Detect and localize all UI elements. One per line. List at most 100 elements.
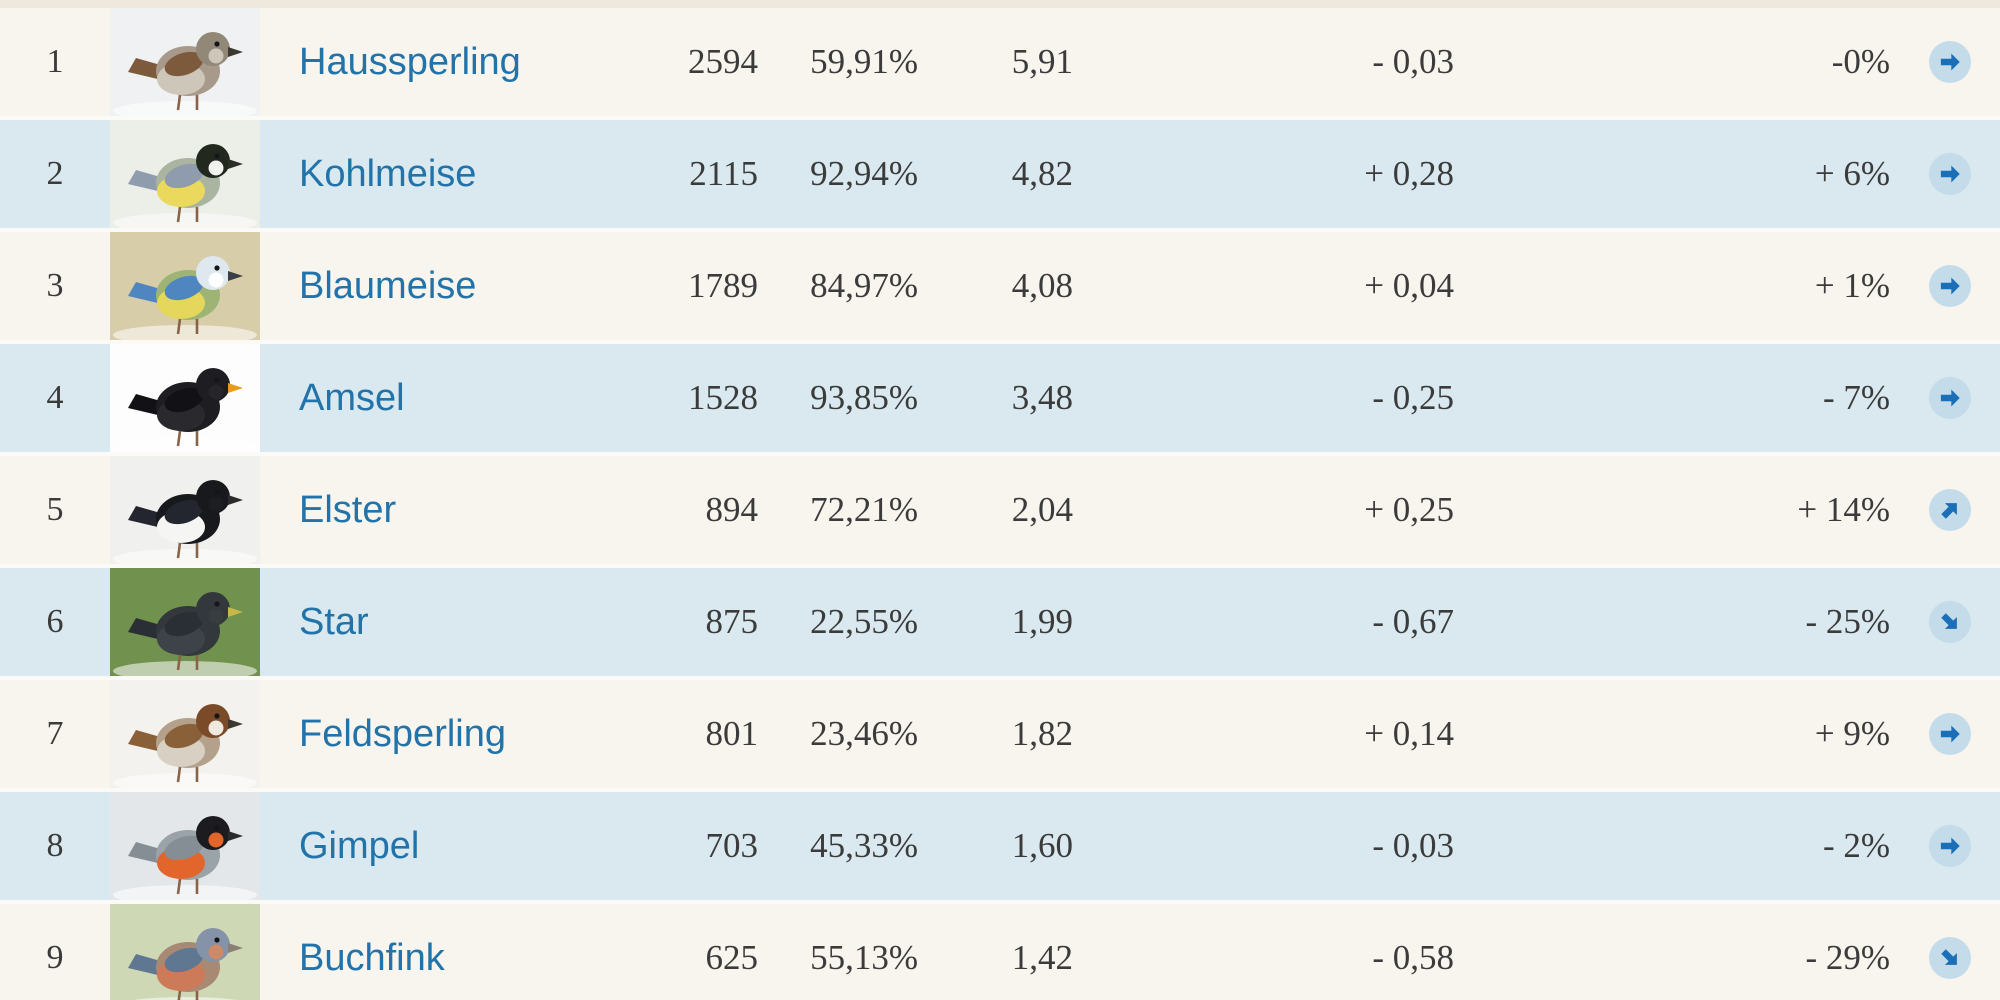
arrow-right-icon (1940, 389, 1960, 407)
rank-label: 9 (46, 939, 64, 976)
trend-icon (1929, 825, 1971, 867)
bird-name-link[interactable]: Haussperling (299, 40, 521, 83)
trend-icon (1929, 41, 1971, 83)
bird-photo[interactable] (110, 8, 265, 116)
count-value: 703 (705, 826, 759, 865)
bird-name-link[interactable]: Buchfink (299, 936, 445, 979)
table-row: 1 Haussperling 2594 59,91% 5,91 - 0,03 (0, 8, 2000, 116)
per-garden-value: 4,08 (1011, 266, 1073, 305)
bird-image-icon (110, 792, 260, 900)
share-percent-value: 72,21% (810, 490, 918, 529)
per-garden-value: 4,82 (1011, 154, 1073, 193)
change-value: - 0,25 (1372, 378, 1454, 417)
bird-name-link[interactable]: Kohlmeise (299, 152, 477, 195)
share-percent-value: 93,85% (810, 378, 918, 417)
change-value: - 0,03 (1372, 826, 1454, 865)
bird-name-link[interactable]: Blaumeise (299, 264, 477, 307)
count-value: 2594 (688, 42, 758, 81)
rank-label: 7 (46, 715, 64, 752)
bird-image-icon (110, 232, 260, 340)
bird-image-icon (110, 8, 260, 116)
rank-label: 3 (46, 267, 64, 304)
per-garden-value: 1,99 (1011, 602, 1073, 641)
trend-icon (1929, 153, 1971, 195)
bird-name-link[interactable]: Feldsperling (299, 712, 506, 755)
bird-name-link[interactable]: Star (299, 600, 369, 643)
share-percent-value: 59,91% (810, 42, 918, 81)
trend-icon-cell (1900, 41, 2000, 83)
change-value: - 0,58 (1372, 938, 1454, 977)
change-value: + 0,14 (1364, 714, 1454, 753)
bird-image-icon (110, 680, 260, 788)
bird-photo[interactable] (110, 904, 265, 1000)
bird-photo[interactable] (110, 344, 265, 452)
trend-icon-cell (1900, 601, 2000, 643)
rank-label: 8 (46, 827, 64, 864)
table-row: 3 Blaumeise 1789 84,97% 4,08 + 0,04 + (0, 232, 2000, 340)
trend-icon (1929, 489, 1971, 531)
count-value: 875 (705, 602, 759, 641)
trend-icon (1929, 377, 1971, 419)
share-percent-value: 55,13% (810, 938, 918, 977)
share-percent-value: 45,33% (810, 826, 918, 865)
rank-label: 5 (46, 491, 64, 528)
change-percent-value: - 2% (1822, 826, 1890, 865)
count-value: 1789 (688, 266, 758, 305)
trend-icon-cell (1900, 825, 2000, 867)
share-percent-value: 23,46% (810, 714, 918, 753)
arrow-right-icon (1940, 165, 1960, 183)
bird-photo[interactable] (110, 456, 265, 564)
arrow-down-right-icon (1941, 613, 1957, 629)
change-value: + 0,25 (1364, 490, 1454, 529)
trend-icon (1929, 601, 1971, 643)
bird-image-icon (110, 456, 260, 564)
trend-icon-cell (1900, 265, 2000, 307)
trend-icon-cell (1900, 713, 2000, 755)
change-value: + 0,28 (1364, 154, 1454, 193)
trend-icon (1929, 713, 1971, 755)
change-percent-value: + 14% (1797, 490, 1890, 529)
bird-name-link[interactable]: Elster (299, 488, 397, 531)
table-row: 8 Gimpel 703 45,33% 1,60 - 0,03 - 2% (0, 792, 2000, 900)
change-percent-value: - 29% (1805, 938, 1890, 977)
arrow-right-icon (1940, 53, 1960, 71)
change-percent-value: - 7% (1822, 378, 1890, 417)
arrow-down-right-icon (1941, 949, 1957, 965)
per-garden-value: 5,91 (1011, 42, 1073, 81)
change-value: + 0,04 (1364, 266, 1454, 305)
rank-label: 1 (46, 43, 64, 80)
bird-photo[interactable] (110, 792, 265, 900)
bird-name-link[interactable]: Amsel (299, 376, 405, 419)
arrow-up-right-icon (1941, 503, 1957, 519)
change-value: - 0,67 (1372, 602, 1454, 641)
bird-photo[interactable] (110, 568, 265, 676)
count-value: 2115 (689, 154, 758, 193)
bird-photo[interactable] (110, 680, 265, 788)
share-percent-value: 84,97% (810, 266, 918, 305)
change-value: - 0,03 (1372, 42, 1454, 81)
per-garden-value: 1,60 (1011, 826, 1073, 865)
per-garden-value: 2,04 (1011, 490, 1073, 529)
share-percent-value: 92,94% (810, 154, 918, 193)
trend-icon (1929, 265, 1971, 307)
count-value: 894 (705, 490, 759, 529)
bird-photo[interactable] (110, 120, 265, 228)
change-percent-value: + 6% (1814, 154, 1890, 193)
change-percent-value: + 1% (1814, 266, 1890, 305)
trend-icon-cell (1900, 937, 2000, 979)
arrow-right-icon (1940, 277, 1960, 295)
per-garden-value: 1,82 (1011, 714, 1073, 753)
count-value: 1528 (688, 378, 758, 417)
rank-label: 2 (46, 155, 64, 192)
bird-name-link[interactable]: Gimpel (299, 824, 420, 867)
count-value: 801 (705, 714, 759, 753)
change-percent-value: - 25% (1805, 602, 1890, 641)
rank-label: 6 (46, 603, 64, 640)
share-percent-value: 22,55% (810, 602, 918, 641)
table-row: 2 Kohlmeise 2115 92,94% 4,82 + 0,28 + (0, 120, 2000, 228)
table-row: 4 Amsel 1528 93,85% 3,48 - 0,25 - 7% (0, 344, 2000, 452)
bird-photo[interactable] (110, 232, 265, 340)
rank-label: 4 (46, 379, 64, 416)
table-row: 5 Elster 894 72,21% 2,04 + 0,25 + 14% (0, 456, 2000, 564)
